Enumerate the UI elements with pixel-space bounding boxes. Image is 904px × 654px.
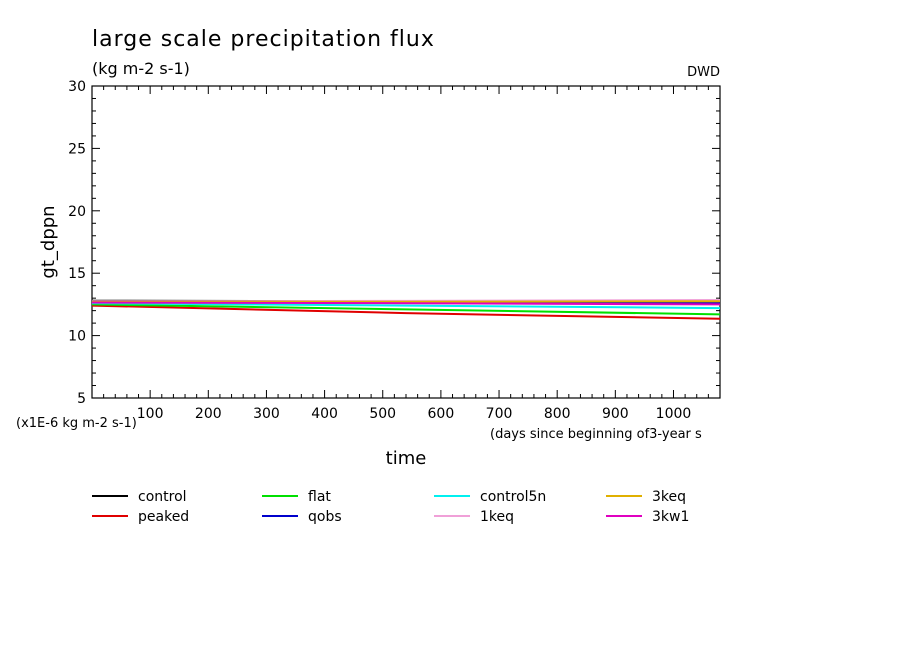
legend-label-3keq: 3keq bbox=[652, 489, 686, 505]
series-line-control5n bbox=[91, 302, 721, 310]
legend-label-3kw1: 3kw1 bbox=[652, 509, 689, 525]
series-layer bbox=[91, 299, 721, 320]
x-tick-label: 500 bbox=[369, 406, 396, 422]
y-tick-label: 10 bbox=[68, 329, 86, 345]
y-tick-label: 20 bbox=[68, 204, 86, 220]
series-line-peaked bbox=[91, 304, 721, 320]
x-axis-label: time bbox=[386, 448, 427, 469]
plot-frame bbox=[91, 85, 721, 399]
x-tick-label: 700 bbox=[486, 406, 513, 422]
series-line-flat bbox=[91, 303, 721, 316]
legend-label-peaked: peaked bbox=[138, 509, 189, 525]
y-scale-note: (x1E-6 kg m-2 s-1) bbox=[16, 416, 137, 431]
y-axis-label: gt_dppn bbox=[38, 205, 59, 278]
source-label: DWD bbox=[687, 65, 720, 80]
y-tick-label: 30 bbox=[68, 79, 86, 95]
x-tick-label: 400 bbox=[311, 406, 338, 422]
chart-title: large scale precipitation flux bbox=[92, 27, 435, 52]
axis-ticks: 5 10 15 20 25 30 100 200 300 400 500 600 700 800 900 10… bbox=[68, 79, 720, 422]
x-tick-label: 100 bbox=[137, 406, 164, 422]
y-tick-label: 25 bbox=[68, 141, 86, 157]
x-tick-label: 200 bbox=[195, 406, 222, 422]
x-tick-label: 300 bbox=[253, 406, 280, 422]
legend-label-control: control bbox=[138, 489, 187, 505]
chart-units: (kg m-2 s-1) bbox=[92, 59, 190, 78]
x-units-label: (days since beginning of3-year s bbox=[490, 427, 702, 442]
legend-label-control5n: control5n bbox=[480, 489, 546, 505]
legend-label-qobs: qobs bbox=[308, 509, 342, 525]
legend-label-1keq: 1keq bbox=[480, 509, 514, 525]
legend: control peaked flat qobs control5n 1keq 3keq 3k… bbox=[92, 489, 689, 525]
y-tick-label: 15 bbox=[68, 266, 86, 282]
x-tick-label: 900 bbox=[602, 406, 629, 422]
series-line-3kw1 bbox=[91, 301, 721, 306]
x-tick-label: 600 bbox=[428, 406, 455, 422]
x-tick-label: 800 bbox=[544, 406, 571, 422]
legend-label-flat: flat bbox=[308, 489, 331, 505]
y-tick-label: 5 bbox=[77, 391, 86, 407]
x-tick-label: 1000 bbox=[656, 406, 692, 422]
